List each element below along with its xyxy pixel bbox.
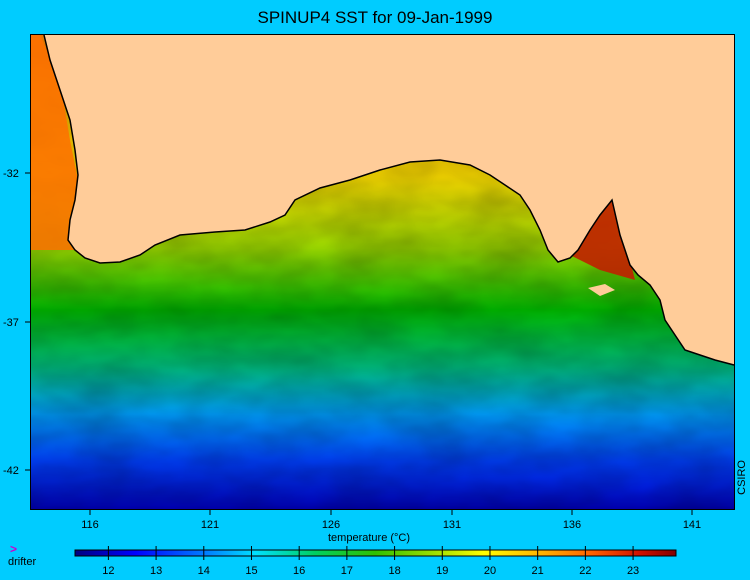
colorbar-tick-label: 19 <box>436 565 448 577</box>
x-axis <box>89 510 693 515</box>
warm-coastal-water <box>31 35 110 250</box>
land-australia <box>44 35 734 365</box>
colorbar-tick-label: 12 <box>102 565 114 577</box>
y-tick-label: -42 <box>3 465 19 477</box>
colorbar <box>74 549 677 557</box>
colorbar-tick-label: 17 <box>341 565 353 577</box>
x-tick-label: 121 <box>201 519 219 531</box>
colorbar-tick-label: 14 <box>198 565 210 577</box>
x-tick-label: 131 <box>443 519 461 531</box>
drifter-label: drifter <box>8 556 37 568</box>
coastline <box>43 34 735 366</box>
colorbar-tick-label: 21 <box>532 565 544 577</box>
colorbar-tick-label: 18 <box>388 565 400 577</box>
kangaroo-island <box>588 284 615 296</box>
y-tick-label: -32 <box>3 168 19 180</box>
colorbar-tick-label: 23 <box>627 565 639 577</box>
colorbar-tick-label: 16 <box>293 565 305 577</box>
y-axis <box>25 172 30 471</box>
drifter-symbol: > <box>10 542 18 556</box>
x-tick-label: 126 <box>322 519 340 531</box>
colorbar-ticks: 12 13 14 15 16 17 18 19 20 21 22 23 <box>102 546 639 577</box>
colorbar-tick-label: 15 <box>245 565 257 577</box>
colorbar-tick-label: 13 <box>150 565 162 577</box>
colorbar-tick-label: 20 <box>484 565 496 577</box>
colorbar-label: temperature (°C) <box>328 532 411 544</box>
x-tick-label: 136 <box>563 519 581 531</box>
x-tick-label: 116 <box>81 519 99 531</box>
colorbar-tick-label: 22 <box>579 565 591 577</box>
credit-label: CSIRO <box>736 460 748 495</box>
x-tick-label: 141 <box>683 519 701 531</box>
y-tick-label: -37 <box>3 317 19 329</box>
chart-title: SPINUP4 SST for 09-Jan-1999 <box>257 8 493 27</box>
